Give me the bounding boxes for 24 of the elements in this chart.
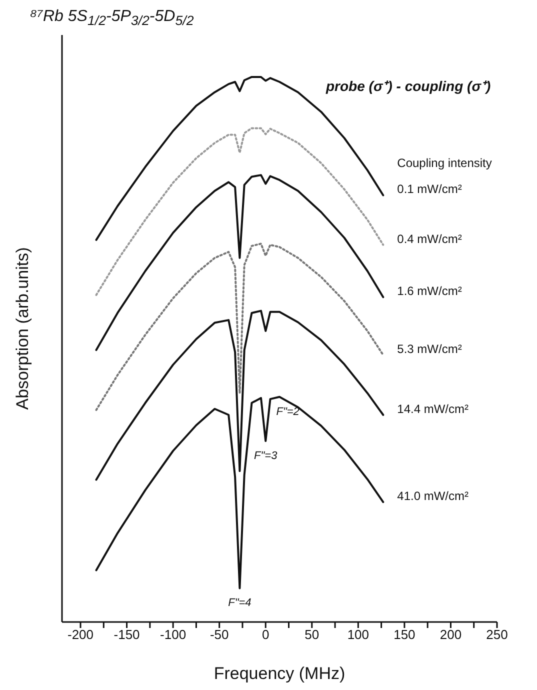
x-tick-label: 0 xyxy=(262,627,270,642)
legend-title: Coupling intensity xyxy=(397,156,492,170)
x-tick-label: 100 xyxy=(347,627,370,642)
series-label: 41.0 mW/cm² xyxy=(397,489,469,504)
x-tick-label: 150 xyxy=(394,627,416,642)
chart-title: ⁸⁷Rb 5S$_{1/2}$-5P$_{3/2}$-5D$_{5/2}$ xyxy=(30,8,194,28)
series-label: 0.4 mW/cm² xyxy=(397,232,462,246)
series-label: 1.6 mW/cm² xyxy=(397,284,462,298)
series-label: 0.1 mW/cm² xyxy=(397,182,462,196)
x-tick-label: 50 xyxy=(304,627,320,642)
x-tick-label: 200 xyxy=(440,627,462,642)
chart-subtitle: probe (σ⁺) - coupling (σ⁺) xyxy=(326,77,491,95)
x-tick-label: -100 xyxy=(160,627,186,642)
series-label: 5.3 mW/cm² xyxy=(397,342,462,356)
series-label: 14.4 mW/cm² xyxy=(397,402,469,416)
annotation: F"=2 xyxy=(276,406,300,418)
x-tick-label: -150 xyxy=(114,627,140,642)
annotation: F"=3 xyxy=(254,450,278,462)
x-tick-label: -200 xyxy=(67,627,94,642)
x-tick-label: -50 xyxy=(210,627,229,642)
x-axis-title: Frequency (MHz) xyxy=(214,664,346,683)
x-tick-label: 250 xyxy=(486,627,508,642)
annotation: F"=4 xyxy=(228,597,252,610)
y-axis-title: Absorption (arb.units) xyxy=(13,247,32,410)
